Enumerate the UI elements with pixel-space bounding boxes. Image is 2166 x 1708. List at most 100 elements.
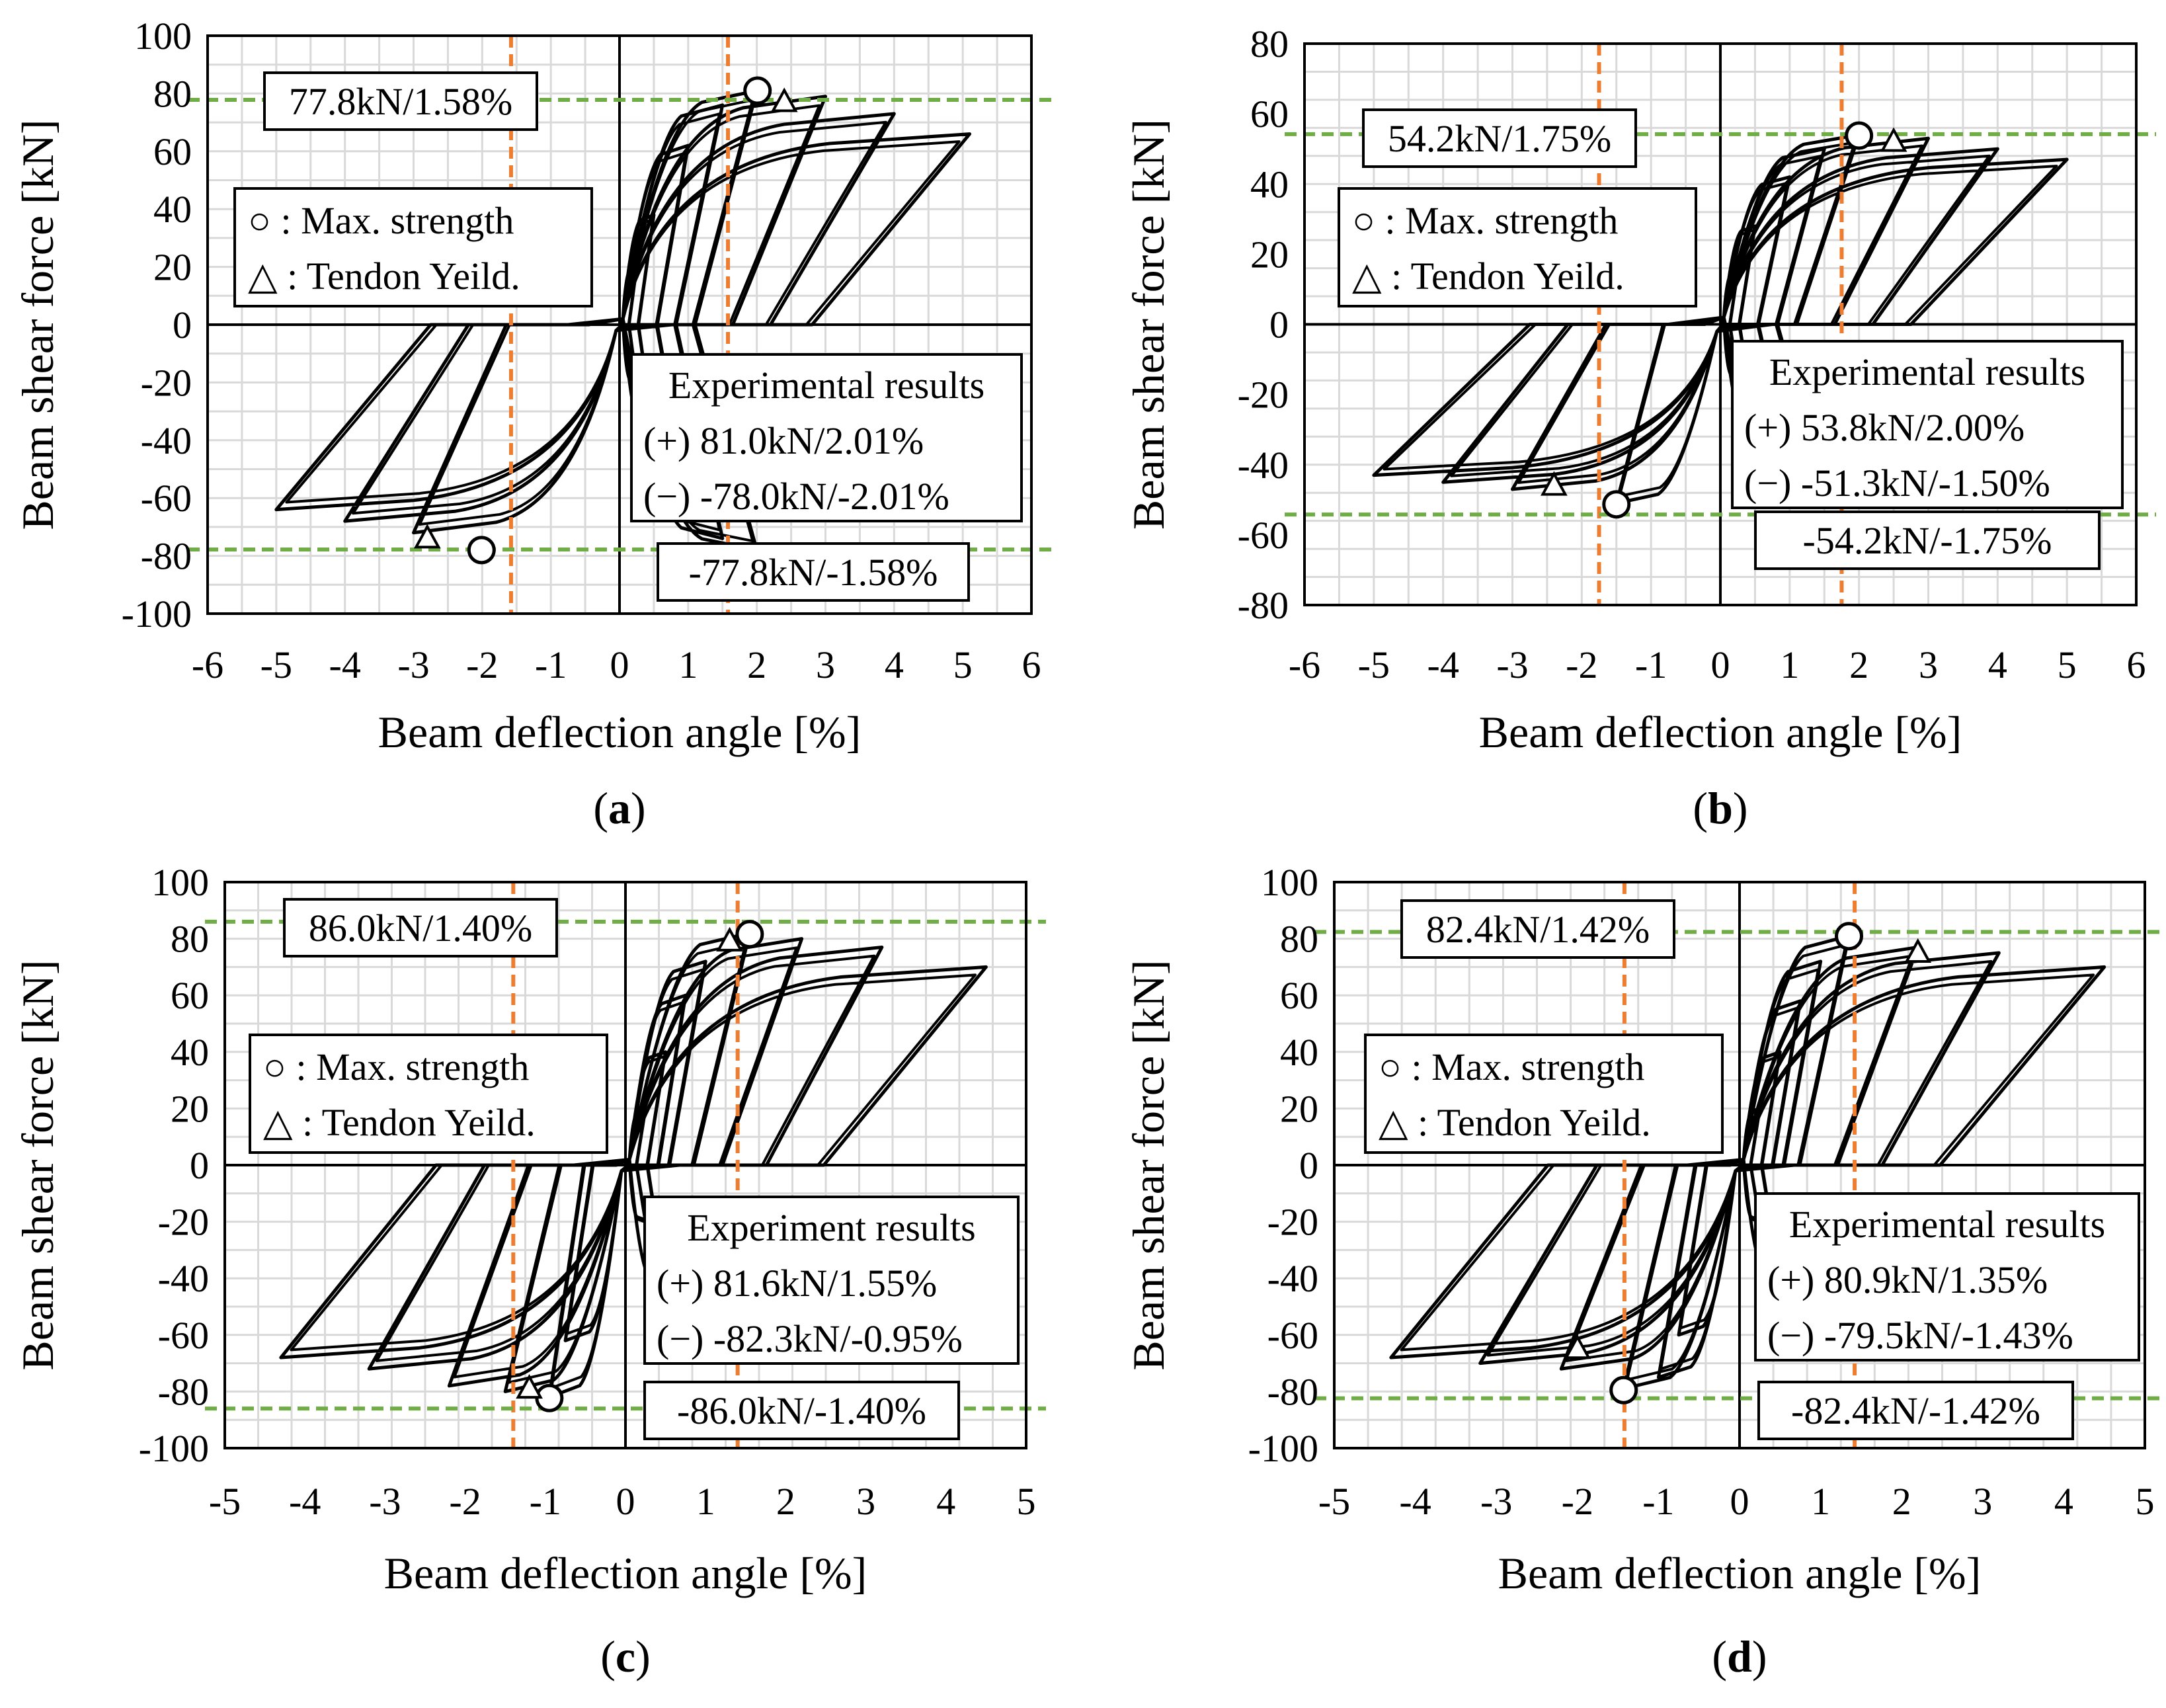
y-tick-label: -20 [158, 1201, 209, 1244]
y-tick-label: -80 [1238, 584, 1289, 627]
x-tick-label: 6 [2127, 643, 2146, 686]
x-tick-label: -3 [369, 1480, 401, 1523]
y-tick-label: 60 [153, 130, 192, 173]
plot-frame [1333, 881, 2146, 1449]
x-axis-label: Beam deflection angle [%] [378, 707, 862, 757]
y-tick-label: 60 [171, 974, 209, 1017]
results-negative: (−) -79.5kN/-1.43% [1767, 1314, 2073, 1357]
y-tick-label: 60 [1280, 974, 1318, 1017]
y-axis-label: Beam shear force [kN] [1123, 119, 1174, 530]
ref-label-box-pos [263, 71, 538, 131]
tendon-yield-marker [770, 87, 798, 112]
x-tick-label: -1 [1635, 643, 1667, 686]
tendon-yield-marker [413, 524, 441, 549]
y-tick-label: -100 [122, 592, 192, 635]
legend-tendon-yield: △ : Tendon Yeild. [1352, 255, 1624, 298]
ref-label-box-neg [1754, 510, 2101, 570]
results-negative: (−) -51.3kN/-1.50% [1744, 462, 2050, 505]
y-tick-label: -40 [1267, 1257, 1318, 1300]
panel-label: (c) [600, 1631, 651, 1682]
y-tick-label: 0 [1269, 304, 1289, 346]
ref-label-box-pos [1362, 108, 1637, 168]
hysteresis-curve-repeat [290, 941, 977, 1389]
marker-legend-box [249, 1034, 608, 1154]
results-title: Experimental results [668, 364, 984, 407]
results-negative: (−) -82.3kN/-0.95% [657, 1317, 963, 1360]
results-box [630, 353, 1023, 522]
y-axis-label: Beam shear force [kN] [1123, 959, 1174, 1370]
max-strength-marker [1835, 922, 1864, 951]
y-tick-label: -60 [1238, 514, 1289, 557]
paren-close: ) [1752, 1631, 1767, 1682]
y-tick-label: 80 [153, 72, 192, 115]
ref-label-neg: -77.8kN/-1.58% [689, 551, 938, 594]
x-tick-label: 0 [610, 643, 629, 686]
hysteresis-curve-repeat [1383, 141, 2058, 498]
x-axis-label: Beam deflection angle [%] [1498, 1548, 1982, 1598]
ref-label-pos: 86.0kN/1.40% [309, 907, 532, 950]
results-title: Experimental results [1769, 350, 2085, 393]
x-tick-label: 2 [747, 643, 766, 686]
ref-label-box-pos [1400, 899, 1675, 959]
x-tick-label: 0 [1730, 1480, 1749, 1523]
y-tick-label: -60 [158, 1314, 209, 1357]
results-title: Experimental results [1789, 1203, 2105, 1246]
legend-max-strength: ○ : Max. strength [1379, 1045, 1644, 1088]
x-tick-label: -3 [1496, 643, 1528, 686]
x-tick-label: 6 [1022, 643, 1041, 686]
tendon-yield-marker [1541, 471, 1568, 496]
x-tick-label: 5 [953, 643, 973, 686]
x-tick-label: 4 [1988, 643, 2007, 686]
y-tick-label: 100 [134, 15, 192, 58]
x-tick-label: 0 [616, 1480, 635, 1523]
x-tick-label: -2 [1562, 1480, 1593, 1523]
panel-letter: a [608, 783, 631, 833]
x-axis-label: Beam deflection angle [%] [1479, 707, 1962, 757]
ref-label-box-neg [643, 1381, 960, 1440]
y-tick-label: -40 [158, 1257, 209, 1300]
paren-open: ( [1712, 1631, 1727, 1682]
x-tick-label: -5 [261, 643, 292, 686]
legend-tendon-yield: △ : Tendon Yeild. [263, 1101, 536, 1144]
tendon-yield-marker [1880, 127, 1907, 152]
panel-label: (d) [1712, 1631, 1767, 1682]
plot-frame [223, 881, 1027, 1449]
panel-label: (a) [593, 783, 645, 833]
y-tick-label: -20 [1238, 374, 1289, 417]
ref-label-pos: 82.4kN/1.42% [1426, 908, 1650, 951]
results-title: Experiment results [687, 1206, 976, 1249]
ref-label-pos: 54.2kN/1.75% [1388, 117, 1611, 160]
y-tick-label: -80 [141, 535, 192, 578]
x-tick-label: -2 [449, 1480, 481, 1523]
x-tick-label: -2 [1566, 643, 1597, 686]
y-tick-label: 40 [1280, 1031, 1318, 1074]
y-axis-label: Beam shear force [kN] [13, 119, 63, 530]
paren-open: ( [1693, 783, 1708, 833]
x-tick-label: 4 [885, 643, 904, 686]
y-tick-label: -80 [1267, 1370, 1318, 1413]
results-negative: (−) -78.0kN/-2.01% [643, 475, 949, 518]
chart-panel-d: 100 80 60 40 20 0 -20 -40 -60 -80 -100-5 -4 -3 -2 -1 0 1… [1123, 861, 2165, 1682]
x-tick-label: -6 [192, 643, 223, 686]
x-tick-label: 3 [1973, 1480, 1992, 1523]
paren-close: ) [1733, 783, 1748, 833]
x-tick-label: 2 [1849, 643, 1868, 686]
x-tick-label: 4 [2054, 1480, 2073, 1523]
y-tick-label: 20 [1250, 233, 1289, 276]
x-tick-label: -3 [397, 643, 429, 686]
y-tick-label: -20 [1267, 1201, 1318, 1244]
x-tick-label: 5 [2058, 643, 2077, 686]
y-tick-label: 40 [171, 1031, 209, 1074]
results-box [643, 1196, 1020, 1365]
x-tick-label: -1 [535, 643, 567, 686]
plot-frame [1303, 42, 2138, 606]
x-tick-label: 4 [936, 1480, 955, 1523]
y-tick-label: 80 [171, 918, 209, 961]
panel-letter: d [1727, 1631, 1752, 1682]
max-strength-marker [467, 536, 496, 565]
plot-frame [206, 34, 1033, 615]
x-tick-label: -5 [1318, 1480, 1350, 1523]
y-tick-label: 60 [1250, 93, 1289, 136]
x-tick-label: -5 [1358, 643, 1390, 686]
